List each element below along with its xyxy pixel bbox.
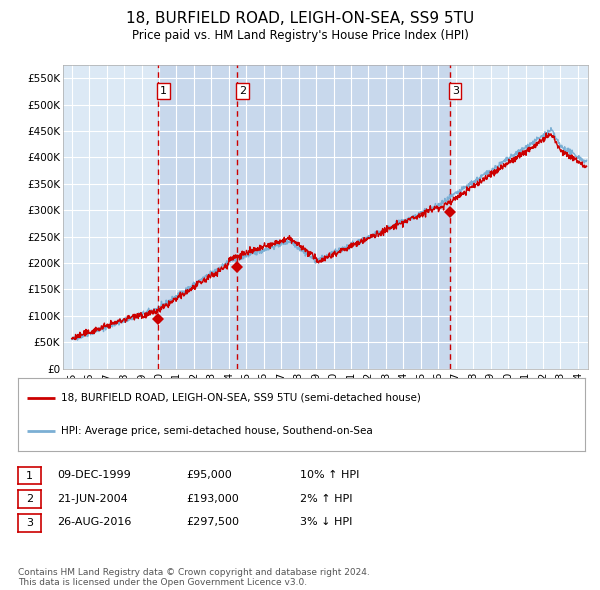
Text: 3: 3 [452,86,458,96]
Text: 1: 1 [26,471,33,480]
Text: £297,500: £297,500 [186,517,239,527]
Text: 18, BURFIELD ROAD, LEIGH-ON-SEA, SS9 5TU (semi-detached house): 18, BURFIELD ROAD, LEIGH-ON-SEA, SS9 5TU… [61,392,421,402]
Text: 18, BURFIELD ROAD, LEIGH-ON-SEA, SS9 5TU: 18, BURFIELD ROAD, LEIGH-ON-SEA, SS9 5TU [126,11,474,25]
Text: HPI: Average price, semi-detached house, Southend-on-Sea: HPI: Average price, semi-detached house,… [61,427,372,437]
Text: £193,000: £193,000 [186,494,239,503]
Text: 3% ↓ HPI: 3% ↓ HPI [300,517,352,527]
Text: Contains HM Land Registry data © Crown copyright and database right 2024.
This d: Contains HM Land Registry data © Crown c… [18,568,370,587]
Text: £95,000: £95,000 [186,470,232,480]
Text: 3: 3 [26,518,33,527]
Text: 2: 2 [239,86,246,96]
Bar [158,65,449,369]
Text: 09-DEC-1999: 09-DEC-1999 [57,470,131,480]
Text: 26-AUG-2016: 26-AUG-2016 [57,517,131,527]
Text: 21-JUN-2004: 21-JUN-2004 [57,494,128,503]
Text: 2: 2 [26,494,33,504]
Text: 1: 1 [160,86,167,96]
Text: 2% ↑ HPI: 2% ↑ HPI [300,494,353,503]
Text: Price paid vs. HM Land Registry's House Price Index (HPI): Price paid vs. HM Land Registry's House … [131,30,469,42]
Text: 10% ↑ HPI: 10% ↑ HPI [300,470,359,480]
